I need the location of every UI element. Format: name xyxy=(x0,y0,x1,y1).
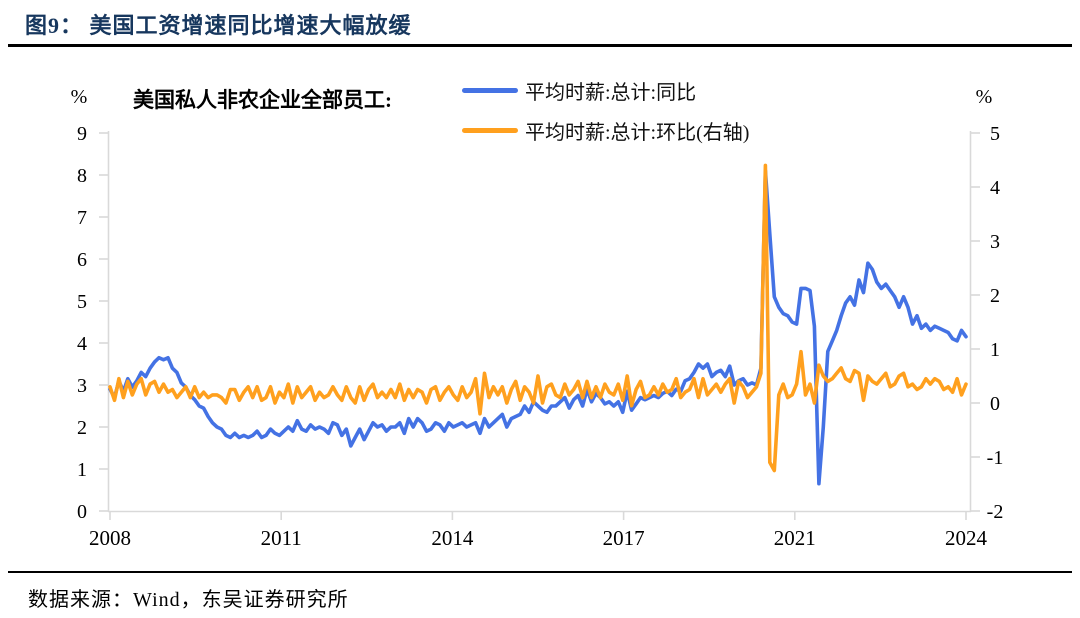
y-axis-right-label: 0 xyxy=(990,393,1000,415)
y-axis-right-label: 5 xyxy=(990,123,1000,145)
y-axis-left-label: 7 xyxy=(77,207,87,229)
legend-label-yoy: 平均时薪:总计:同比 xyxy=(525,81,697,104)
y-axis-left-label: 9 xyxy=(77,123,87,145)
x-axis-label: 2008 xyxy=(89,526,131,550)
chart-subtitle: 美国私人非农企业全部员工: xyxy=(133,88,392,112)
y-axis-left-label: 0 xyxy=(77,501,87,523)
figure-title: 图9： 美国工资增速同比增速大幅放缓 xyxy=(25,13,412,38)
bottom-rule xyxy=(8,571,1072,573)
y-axis-left-label: 8 xyxy=(77,165,87,187)
top-rule xyxy=(8,44,1072,47)
y-axis-right-label: 2 xyxy=(990,285,1000,307)
y-axis-left-label: 3 xyxy=(77,375,87,397)
y-axis-right-label: -2 xyxy=(987,501,1004,523)
y-axis-left-label: 1 xyxy=(77,459,87,481)
y-axis-right-label: 3 xyxy=(990,231,1000,253)
x-axis-label: 2011 xyxy=(261,526,302,550)
legend-swatch-yoy-line xyxy=(462,87,518,93)
series-line-yoy xyxy=(108,169,968,486)
source-note: 数据来源：Wind，东吴证券研究所 xyxy=(28,589,349,611)
y-axis-right-unit: % xyxy=(976,86,993,108)
legend-label-mom: 平均时薪:总计:环比(右轴) xyxy=(525,121,750,144)
x-axis-label: 2014 xyxy=(431,526,474,550)
x-axis-label: 2017 xyxy=(603,526,645,550)
y-axis-left-unit: % xyxy=(71,86,88,108)
x-axis-label: 2021 xyxy=(774,526,816,550)
x-axis-label: 2024 xyxy=(945,526,988,550)
y-axis-right-label: 4 xyxy=(990,177,1000,199)
y-axis-left-label: 5 xyxy=(77,291,87,313)
series-line-mom xyxy=(108,163,968,473)
y-axis-left-label: 2 xyxy=(77,417,87,439)
y-axis-right-label: -1 xyxy=(987,447,1004,469)
y-axis-left-label: 4 xyxy=(77,333,87,355)
legend-item-mom: 平均时薪:总计:环比(右轴) xyxy=(462,118,750,144)
y-axis-left-label: 6 xyxy=(77,249,87,271)
legend-item-yoy: 平均时薪:总计:同比 xyxy=(462,78,697,104)
legend-swatch-mom-line xyxy=(462,127,518,133)
y-axis-right-label: 1 xyxy=(990,339,1000,361)
